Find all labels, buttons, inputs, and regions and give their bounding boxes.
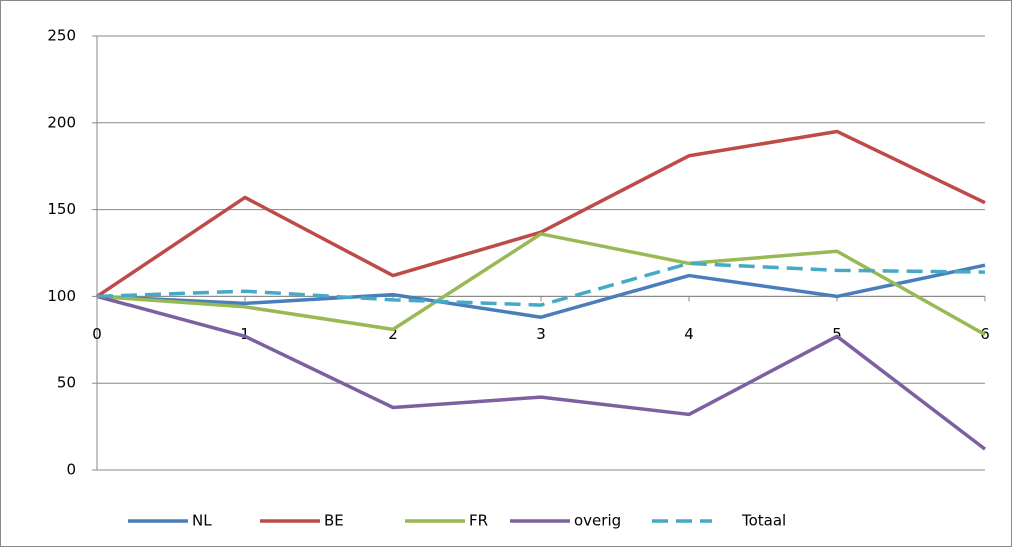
series-line bbox=[96, 232, 986, 337]
series-line bbox=[96, 261, 986, 307]
x-tick-label: 5 bbox=[832, 325, 842, 343]
x-tick-label: 0 bbox=[92, 325, 102, 343]
y-tick-label: 200 bbox=[47, 113, 76, 131]
legend-label: BE bbox=[324, 512, 344, 530]
series-line bbox=[96, 263, 986, 319]
y-tick-label: 0 bbox=[66, 461, 76, 479]
series-line bbox=[96, 294, 987, 451]
x-tick-label: 4 bbox=[684, 325, 694, 343]
legend-label: FR bbox=[469, 512, 488, 530]
y-tick-label: 250 bbox=[47, 27, 76, 45]
y-tick-label: 50 bbox=[57, 374, 76, 392]
x-tick-label: 3 bbox=[536, 325, 546, 343]
x-tick-label: 1 bbox=[240, 325, 250, 343]
legend-label: overig bbox=[574, 512, 621, 530]
legend-label: Totaal bbox=[741, 512, 786, 530]
legend-label: NL bbox=[192, 512, 212, 530]
y-tick-label: 100 bbox=[47, 287, 76, 305]
x-tick-label: 2 bbox=[388, 325, 398, 343]
y-tick-label: 150 bbox=[47, 200, 76, 218]
